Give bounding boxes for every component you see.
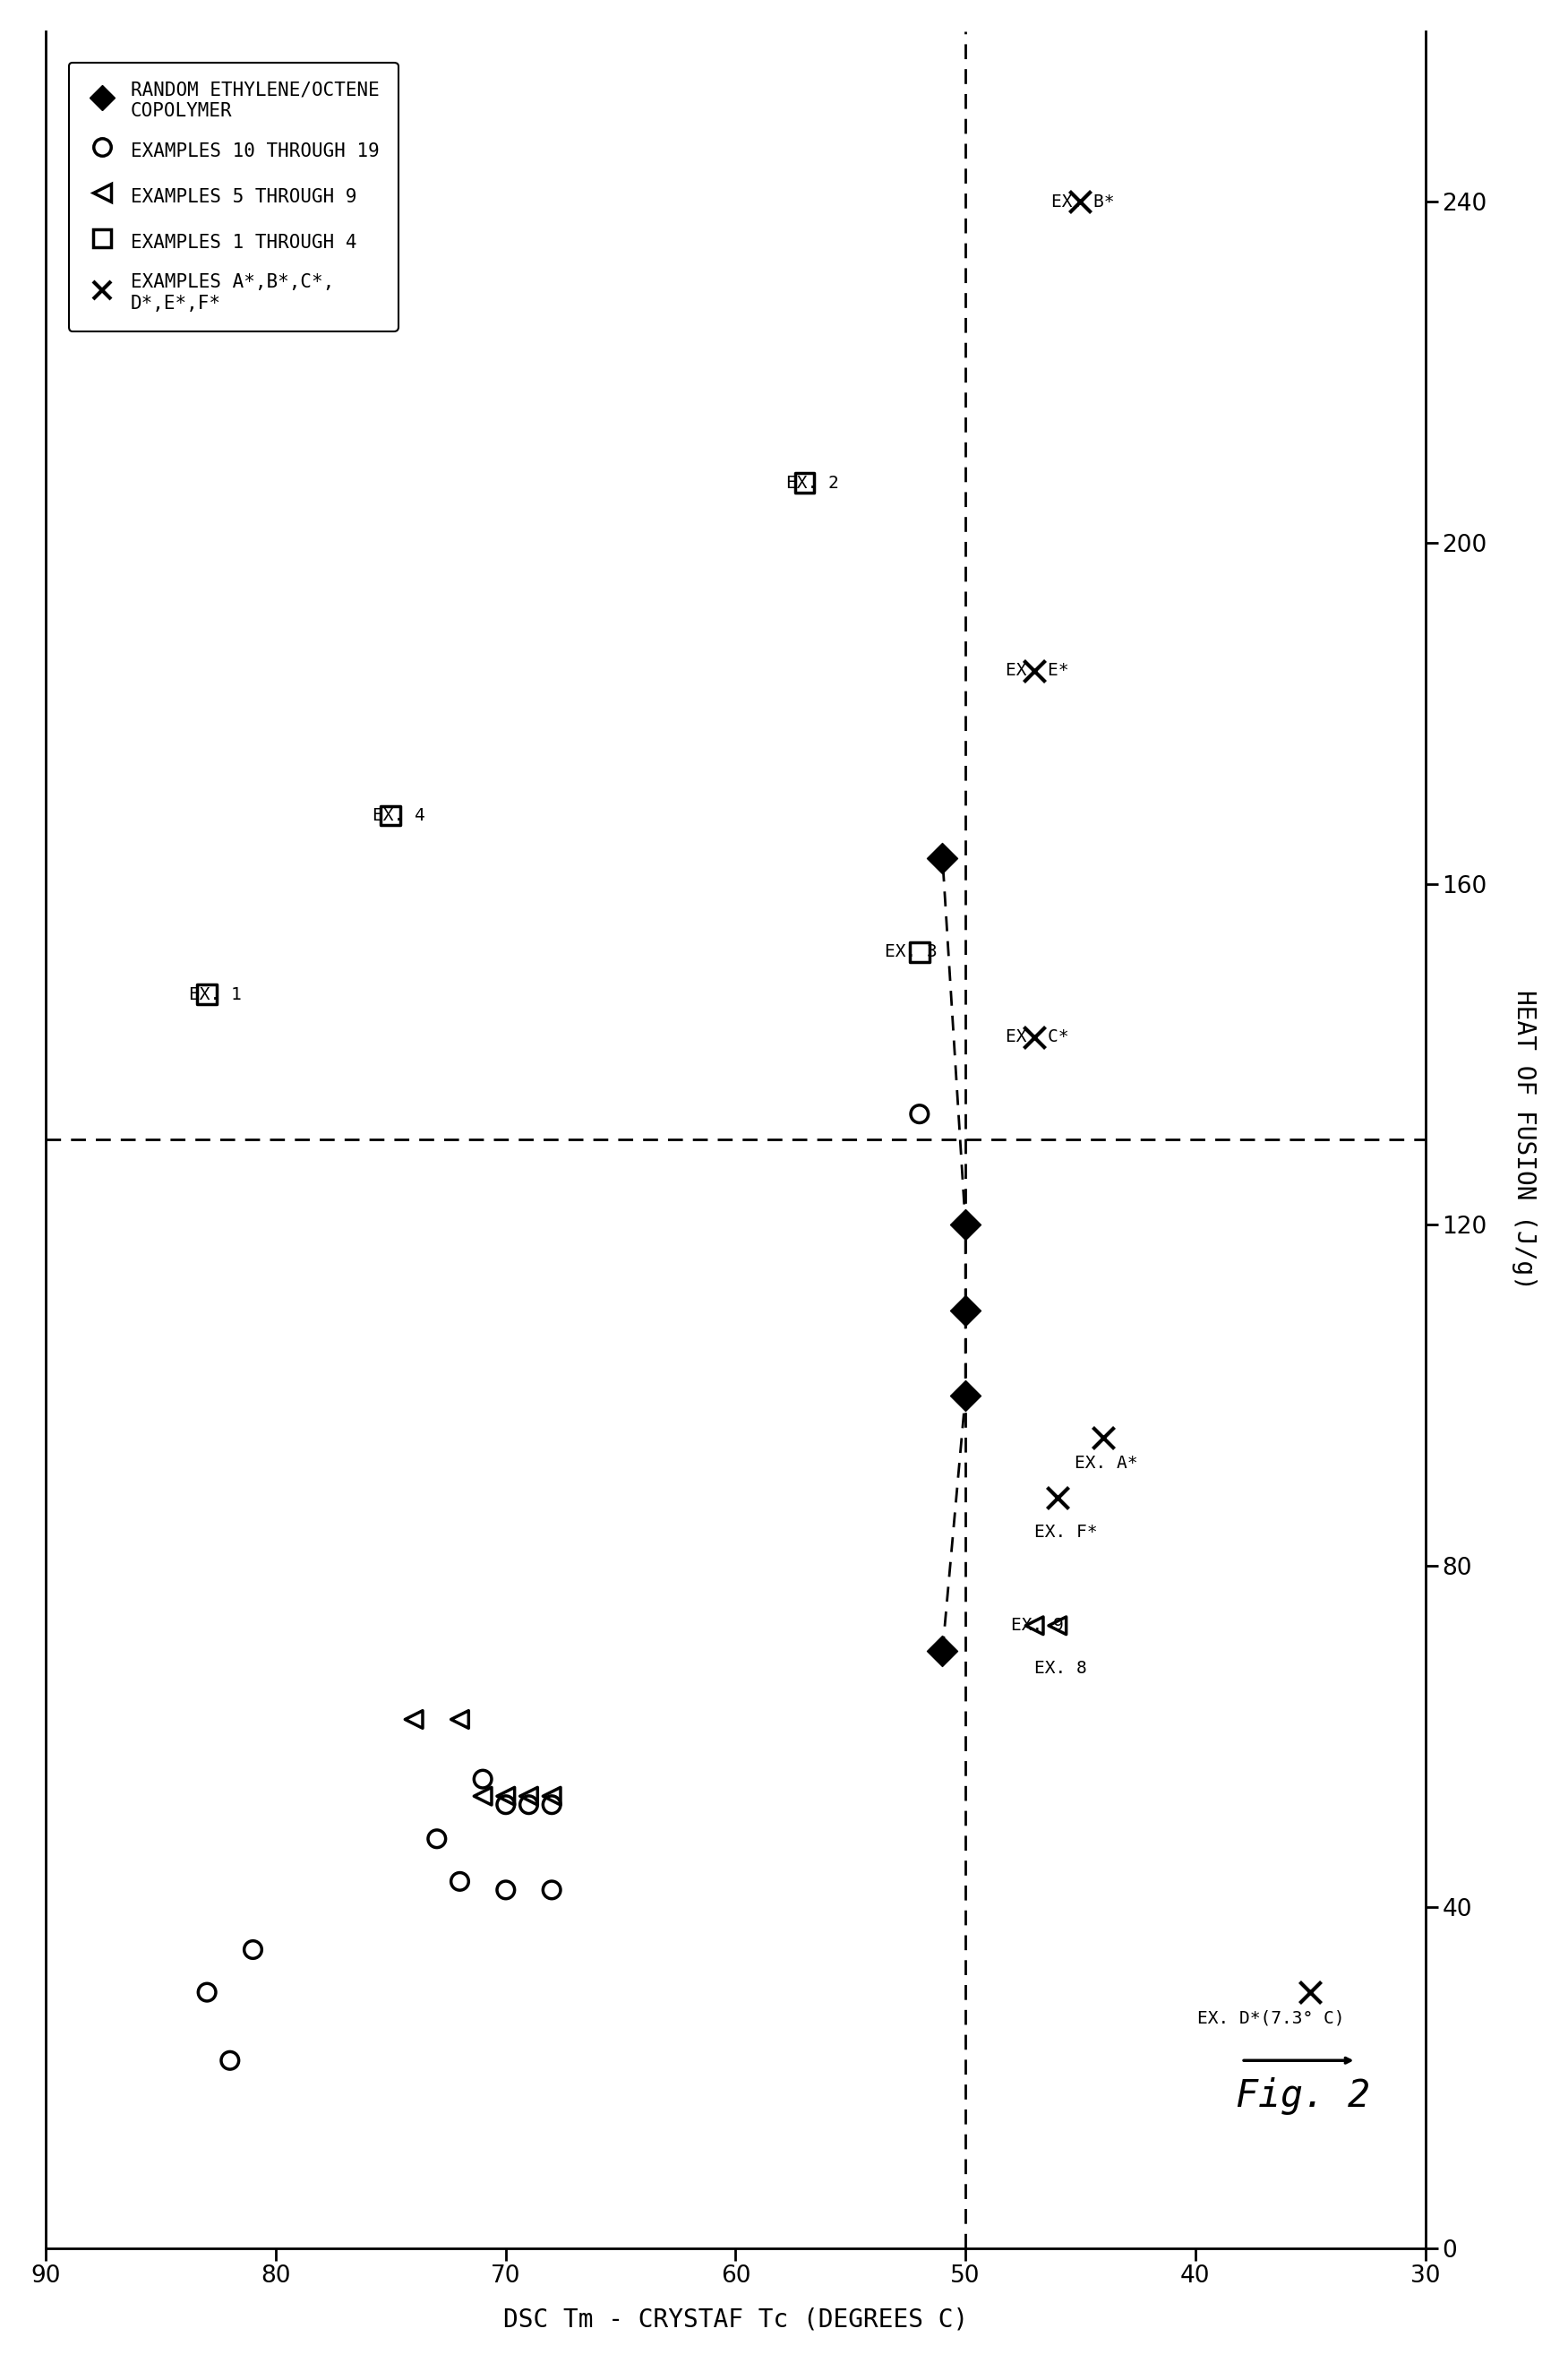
Text: EX. 3: EX. 3 [884,943,938,959]
Point [953,1290,978,1328]
Text: EX. B*: EX. B* [1052,194,1115,210]
Point [516,1777,541,1815]
Point [470,1777,495,1815]
Text: EX. 8: EX. 8 [1035,1659,1087,1678]
Point [194,1973,220,2011]
Point [494,1786,519,1824]
Text: EX. E*: EX. E* [1005,662,1069,678]
Point [792,463,817,501]
Point [194,976,220,1014]
Point [516,1786,541,1824]
Point [906,1094,931,1132]
Point [1022,652,1047,690]
Point [425,1820,450,1857]
Y-axis label: HEAT OF FUSION (J/g): HEAT OF FUSION (J/g) [1512,990,1537,1290]
Text: EX. 9: EX. 9 [1011,1616,1065,1635]
Point [494,1777,519,1815]
X-axis label: DSC Tm - CRYSTAF Tc (DEGREES C): DSC Tm - CRYSTAF Tc (DEGREES C) [503,2306,967,2332]
Text: EX. F*: EX. F* [1035,1524,1098,1541]
Text: EX. D*(7.3° C): EX. D*(7.3° C) [1198,2009,1345,2027]
Point [494,1871,519,1909]
Point [240,1931,265,1968]
Text: EX. 4: EX. 4 [373,808,425,825]
Point [447,1862,472,1900]
Point [953,1205,978,1243]
Point [1022,1018,1047,1056]
Text: EX. 2: EX. 2 [787,475,839,492]
Point [401,1701,426,1739]
Point [218,2042,243,2079]
Point [953,1378,978,1415]
Point [1044,1607,1069,1645]
Point [1091,1420,1116,1458]
Point [447,1701,472,1739]
Point [539,1871,564,1909]
Point [378,796,403,834]
Point [470,1760,495,1798]
Point [1068,182,1093,220]
Point [1298,1973,1323,2011]
Point [906,933,931,971]
Text: EX. A*: EX. A* [1074,1456,1138,1472]
Point [1044,1479,1069,1517]
Text: EX. C*: EX. C* [1005,1028,1069,1047]
Point [539,1786,564,1824]
Text: Fig. 2: Fig. 2 [1236,2077,1370,2115]
Legend: RANDOM ETHYLENE/OCTENE
COPOLYMER, EXAMPLES 10 THROUGH 19, EXAMPLES 5 THROUGH 9, : RANDOM ETHYLENE/OCTENE COPOLYMER, EXAMPL… [69,61,398,331]
Point [1022,1607,1047,1645]
Point [930,1633,955,1671]
Point [539,1777,564,1815]
Point [930,839,955,877]
Text: EX. 1: EX. 1 [188,985,241,1004]
Point [953,1205,978,1243]
